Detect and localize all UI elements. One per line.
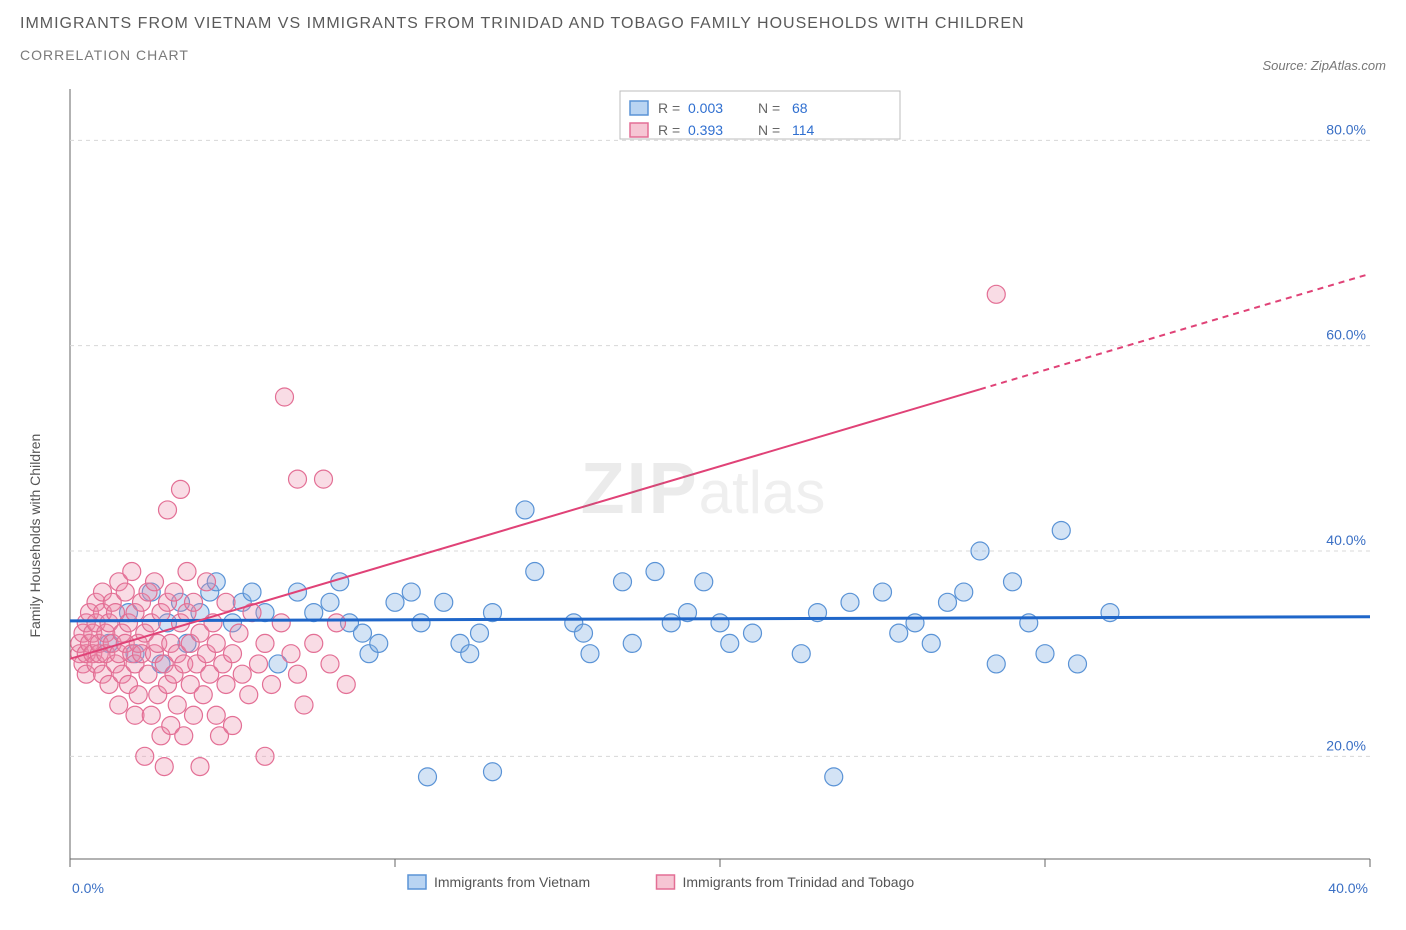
source-prefix: Source: — [1262, 58, 1310, 73]
source-name: ZipAtlas.com — [1311, 58, 1386, 73]
svg-text:40.0%: 40.0% — [1326, 532, 1366, 548]
svg-text:40.0%: 40.0% — [1328, 880, 1368, 896]
svg-text:Immigrants from Vietnam: Immigrants from Vietnam — [434, 874, 590, 890]
svg-text:68: 68 — [792, 100, 808, 116]
svg-text:Family Households with Childre: Family Households with Children — [27, 434, 43, 638]
svg-text:60.0%: 60.0% — [1326, 327, 1366, 343]
svg-text:0.393: 0.393 — [688, 122, 723, 138]
chart-subtitle: CORRELATION CHART — [20, 47, 1025, 63]
svg-text:R =: R = — [658, 100, 680, 116]
chart-title: IMMIGRANTS FROM VIETNAM VS IMMIGRANTS FR… — [20, 15, 1025, 33]
svg-text:114: 114 — [792, 122, 815, 138]
svg-text:0.003: 0.003 — [688, 100, 723, 116]
chart-header: IMMIGRANTS FROM VIETNAM VS IMMIGRANTS FR… — [20, 15, 1386, 73]
scatter-chart: 20.0% 40.0% 60.0% 80.0% 0.0% 40.0% Family Hous… — [20, 79, 1386, 899]
source-attribution: Source: ZipAtlas.com — [1262, 58, 1386, 73]
svg-text:20.0%: 20.0% — [1326, 737, 1366, 753]
svg-text:0.0%: 0.0% — [72, 880, 104, 896]
svg-text:Immigrants from Trinidad and T: Immigrants from Trinidad and Tobago — [683, 874, 915, 890]
svg-text:80.0%: 80.0% — [1326, 121, 1366, 137]
chart-container: ZIPatlas 20.0%40.0%60.0%80.0%0.0%40.0%Fa… — [20, 79, 1386, 899]
svg-text:R =: R = — [658, 122, 680, 138]
svg-text:N =: N = — [758, 122, 780, 138]
svg-text:N =: N = — [758, 100, 780, 116]
